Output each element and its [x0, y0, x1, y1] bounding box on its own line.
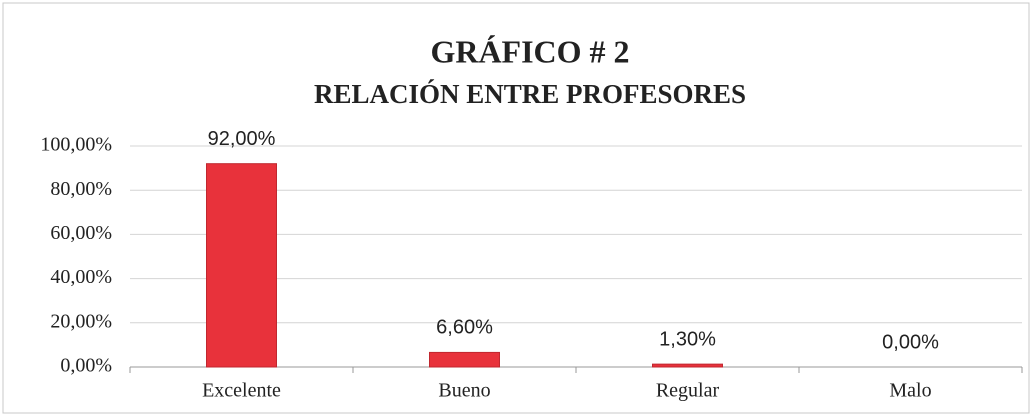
y-tick-label: 20,00%	[50, 310, 112, 332]
value-label: 1,30%	[659, 328, 716, 350]
bar	[206, 163, 277, 368]
bar	[652, 363, 723, 368]
bar	[429, 351, 500, 368]
x-tick-label: Excelente	[202, 380, 281, 402]
x-tick-label: Regular	[656, 380, 720, 402]
x-tick-label: Bueno	[438, 380, 490, 402]
value-label: 0,00%	[882, 331, 939, 353]
y-tick-label: 40,00%	[50, 266, 112, 288]
y-tick-label: 80,00%	[50, 178, 112, 200]
chart-subtitle: RELACIÓN ENTRE PROFESORES	[314, 79, 746, 109]
x-tick-label: Malo	[889, 380, 931, 402]
chart-title: GRÁFICO # 2	[430, 33, 629, 69]
y-tick-label: 100,00%	[40, 134, 112, 156]
value-label: 6,60%	[436, 317, 493, 339]
y-tick-label: 0,00%	[60, 355, 112, 377]
y-tick-label: 60,00%	[50, 222, 112, 244]
value-label: 92,00%	[208, 128, 276, 150]
